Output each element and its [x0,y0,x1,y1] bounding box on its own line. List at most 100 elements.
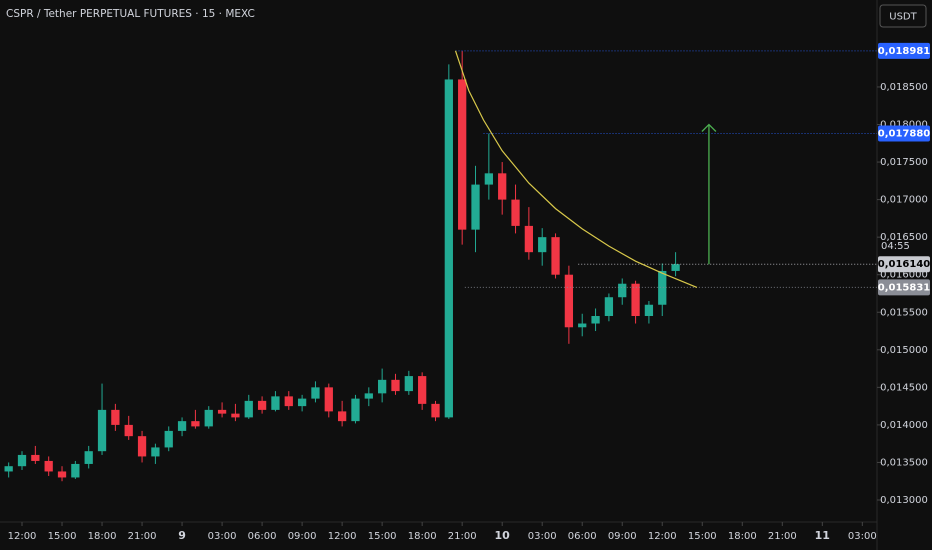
x-tick-label: 10 [495,529,511,542]
x-tick-label: 03:00 [848,531,877,542]
candle-body [418,376,427,404]
candle-body [618,283,627,298]
candle-body [498,173,507,200]
x-tick-label: 15:00 [688,531,717,542]
y-tick-label: 0,016000 [880,270,928,281]
price-label-box [878,279,930,296]
candle-body [151,447,160,457]
candle-body [17,454,27,467]
x-tick-label: 12:00 [328,531,357,542]
candle-body [404,376,413,392]
y-tick-label: 0,014500 [880,382,928,393]
candle-body [431,403,440,418]
candle-body [311,387,320,399]
candle-body [297,398,307,407]
price-label-box [878,125,930,142]
x-tick-label: 21:00 [768,531,797,542]
x-tick-label: 18:00 [88,531,117,542]
candle-body [644,304,654,317]
y-tick-label: 0,018000 [880,120,928,131]
y-tick-label: 0,013000 [880,495,928,506]
candle-body [71,463,80,478]
candle-body [604,297,614,317]
price-label: 0,018981 [878,46,931,57]
y-tick-label: 0,015500 [880,307,928,318]
candle-body [337,411,347,422]
candle-body [271,396,280,410]
candle-body [631,283,640,317]
candle-body [164,430,173,448]
countdown: 04:55 [881,241,910,252]
candle-body [97,409,107,452]
x-tick-label: 09:00 [288,531,317,542]
x-tick-label: 18:00 [408,531,437,542]
x-tick-label: 21:00 [448,531,477,542]
y-tick-label: 0,017000 [880,195,928,206]
candle-body [111,409,120,425]
candle-body [84,451,93,464]
candle-body [444,79,453,418]
price-label: 0,017880 [878,129,931,140]
x-tick-label: 12:00 [648,531,677,542]
x-tick-label: 06:00 [568,531,597,542]
x-tick-label: 18:00 [728,531,757,542]
y-tick-label: 0,014000 [880,420,928,431]
y-tick-label: 0,016500 [880,232,928,243]
candle-body [564,274,574,328]
candle-body [44,460,53,472]
arrow-head [701,123,717,132]
candle-body [471,184,480,230]
x-tick-label: 03:00 [208,531,237,542]
x-tick-label: 12:00 [8,531,37,542]
x-tick-label: 15:00 [368,531,397,542]
candle-body [391,379,400,392]
candle-body [378,379,387,394]
price-label-box [878,256,930,273]
x-tick-label: 9 [178,529,186,542]
candle-body [284,396,293,407]
candle-body [244,400,253,418]
candle-body [257,400,267,410]
candle-body [177,421,187,431]
candle-body [217,409,227,414]
candle-body [31,454,40,461]
candle-body [137,436,147,457]
candle-body [4,466,13,472]
candle-body [658,270,667,305]
y-tick-label: 0,015000 [880,345,928,356]
candle-body [591,316,600,324]
candle-body [324,387,333,412]
x-tick-label: 15:00 [48,531,77,542]
candle-body [57,471,67,478]
candle-body [191,421,200,427]
x-tick-label: 21:00 [128,531,157,542]
y-tick-label: 0,018500 [880,82,928,93]
price-label: 0,015831 [878,282,931,293]
chart-title: CSPR / Tether PERPETUAL FUTURES · 15 · M… [6,8,255,20]
currency-button[interactable] [879,4,927,28]
candle-body [351,398,360,422]
x-tick-label: 03:00 [528,531,557,542]
y-tick-label: 0,017500 [880,157,928,168]
candle-body [204,409,213,427]
candle-body [484,173,493,185]
x-tick-label: 11 [815,529,830,542]
x-tick-label: 06:00 [248,531,277,542]
trend-curve [454,50,698,289]
x-tick-label: 09:00 [608,531,637,542]
candle-body [364,393,373,399]
candle-body [524,225,534,253]
price-label-box [878,42,930,59]
candle-body [511,199,520,226]
candle-body [231,413,240,418]
y-tick-label: 0,013500 [880,457,928,468]
candle-body [671,264,680,271]
candle-body [124,424,133,437]
candle-body [578,323,587,328]
price-label: 0,016140 [878,259,931,270]
currency-button-label[interactable]: USDT [889,12,917,23]
candle-body [458,79,467,230]
candle-body [538,237,547,253]
